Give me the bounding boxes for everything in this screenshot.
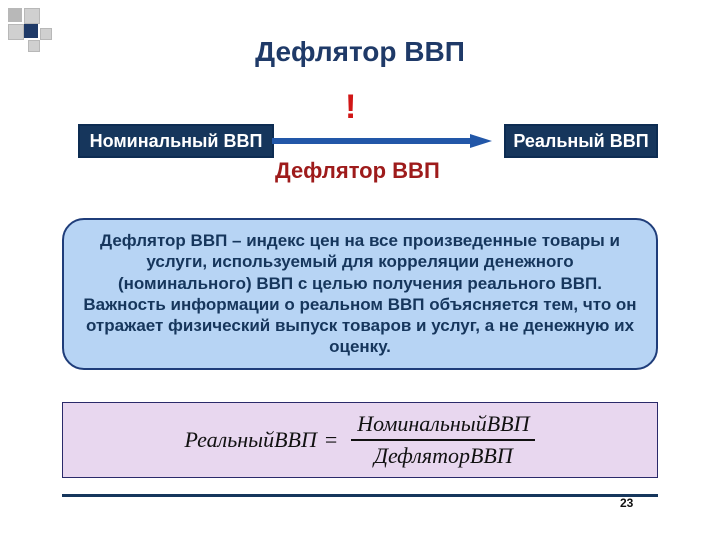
definition-block: Дефлятор ВВП – индекс цен на все произве…: [62, 218, 658, 370]
deflator-label: Дефлятор ВВП: [275, 158, 440, 184]
arrow-icon: [272, 134, 492, 148]
slide-title: Дефлятор ВВП: [0, 36, 720, 68]
formula-equals: =: [325, 427, 337, 453]
exclamation-mark: !: [345, 88, 356, 127]
decor-square: [8, 8, 22, 22]
page-number: 23: [620, 496, 633, 510]
footer-line: [62, 494, 658, 497]
formula-fraction: НоминальныйВВП ДефляторВВП: [351, 411, 535, 469]
arrow-nominal-to-real: [272, 134, 492, 153]
real-gdp-box: Реальный ВВП: [504, 124, 658, 158]
formula-numerator: НоминальныйВВП: [351, 411, 535, 439]
nominal-gdp-box: Номинальный ВВП: [78, 124, 274, 158]
nominal-gdp-label: Номинальный ВВП: [90, 131, 263, 152]
formula-lhs: РеальныйВВП: [185, 427, 317, 453]
decor-square: [24, 8, 40, 24]
formula: РеальныйВВП = НоминальныйВВП ДефляторВВП: [185, 411, 536, 469]
formula-denominator: ДефляторВВП: [368, 441, 519, 469]
definition-text: Дефлятор ВВП – индекс цен на все произве…: [83, 231, 636, 356]
real-gdp-label: Реальный ВВП: [513, 131, 648, 152]
formula-block: РеальныйВВП = НоминальныйВВП ДефляторВВП: [62, 402, 658, 478]
